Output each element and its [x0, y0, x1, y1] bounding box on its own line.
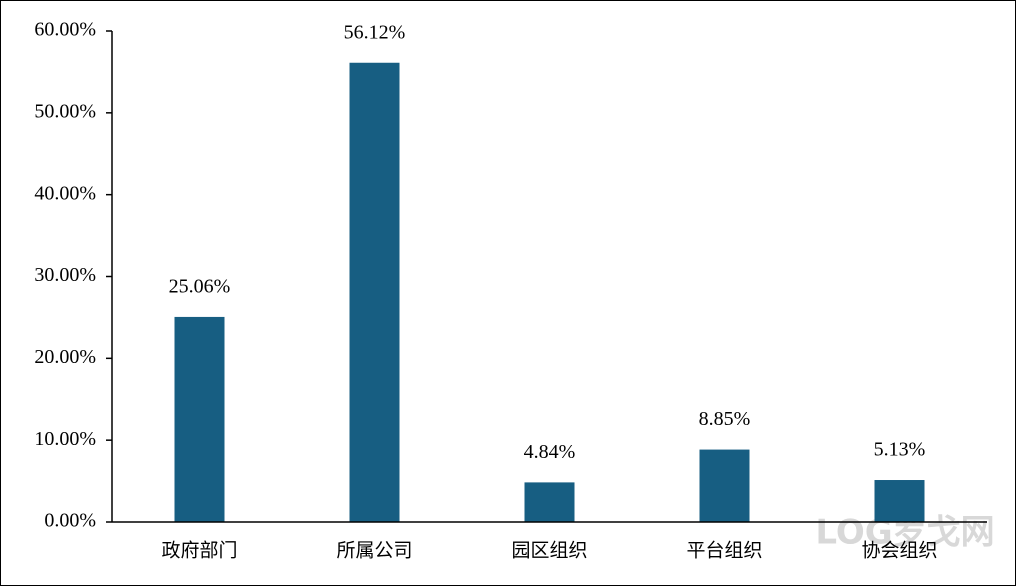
value-label: 56.12%	[344, 21, 406, 43]
y-tick-label: 30.00%	[34, 264, 96, 286]
bar	[349, 62, 400, 522]
y-tick-label: 50.00%	[34, 100, 96, 122]
value-label: 8.85%	[699, 408, 751, 430]
bar	[699, 449, 750, 522]
y-tick-label: 10.00%	[34, 428, 96, 450]
value-label: 25.06%	[169, 276, 231, 298]
bar	[174, 316, 225, 522]
y-tick-label: 20.00%	[34, 346, 96, 368]
bar	[524, 482, 575, 522]
value-label: 4.84%	[524, 441, 576, 463]
x-tick-label: 园区组织	[511, 540, 587, 562]
x-tick-label: 政府部门	[161, 540, 237, 562]
x-tick-label: 协会组织	[861, 540, 937, 562]
y-tick-label: 0.00%	[44, 510, 96, 532]
value-label: 5.13%	[874, 439, 926, 461]
y-tick-label: 60.00%	[34, 19, 96, 41]
x-tick-label: 所属公司	[336, 540, 412, 562]
y-tick-label: 40.00%	[34, 182, 96, 204]
bar	[874, 480, 925, 522]
x-tick-label: 平台组织	[686, 540, 762, 562]
